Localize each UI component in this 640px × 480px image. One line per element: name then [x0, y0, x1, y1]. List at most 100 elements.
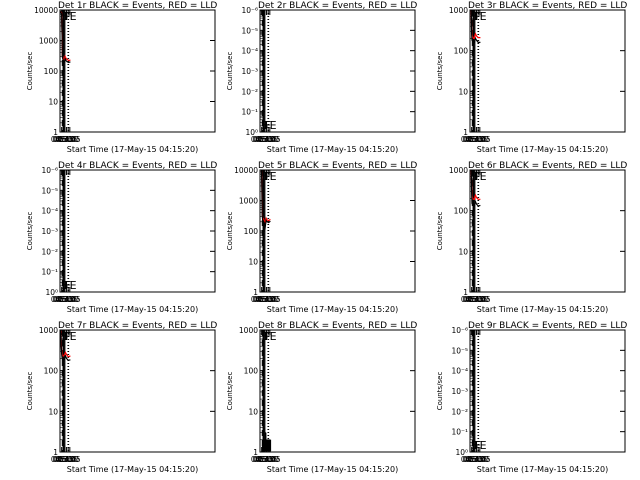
y-tick-label: 1000: [449, 166, 468, 175]
series-line-black: [59, 11, 71, 64]
y-tick-label: 1000: [449, 6, 468, 15]
y-tick-label: 1: [463, 128, 468, 137]
x-tick-label: 04:30: [251, 295, 273, 304]
x-tick-label: 05:15: [256, 295, 278, 304]
event-marker-label: F: [474, 170, 480, 183]
y-tick-label: 10: [248, 258, 258, 267]
x-tick-label: 05:15: [56, 455, 78, 464]
event-marker-label: F: [264, 330, 270, 343]
x-tick-label: 05:30: [57, 135, 79, 144]
x-tick-label: 05:15: [466, 135, 488, 144]
x-tick-label: 05:30: [467, 295, 489, 304]
event-marker-label: F: [65, 279, 71, 292]
event-marker-label: E: [480, 170, 487, 183]
y-axis-label: Counts/sec: [26, 212, 34, 251]
x-tick-label: 05:45: [59, 135, 81, 144]
plot-frame: [469, 9, 626, 133]
y-tick-label: 1000: [239, 326, 258, 335]
x-tick-label: 04:45: [462, 135, 484, 144]
event-marker-label: F: [474, 439, 480, 452]
y-axis-label: Counts/sec: [436, 52, 444, 91]
chart-panel-4: Det 4r BLACK = Events, RED = LLD 10⁰ 10⁻¹ 1…: [26, 161, 217, 314]
chart-title: Det 6r BLACK = Events, RED = LLD: [468, 161, 627, 171]
x-tick-label: 04:45: [252, 135, 274, 144]
y-tick-label: 1000: [239, 197, 258, 206]
y-tick-label: 10⁻¹: [241, 108, 258, 117]
y-tick-label: 10⁻³: [41, 227, 58, 236]
x-axis-label: Start Time (17-May-15 04:15:20): [477, 145, 608, 154]
x-tick-label: 05:00: [254, 455, 276, 464]
y-tick-label: 10⁻⁵: [451, 346, 468, 355]
y-tick-label: 1: [253, 288, 258, 297]
y-tick-label: 100: [44, 367, 59, 376]
x-axis-label: Start Time (17-May-15 04:15:20): [267, 145, 398, 154]
plot-frame: [469, 169, 626, 293]
chart-title: Det 8r BLACK = Events, RED = LLD: [258, 321, 417, 331]
x-tick-label: 05:15: [256, 455, 278, 464]
y-tick-label: 100: [244, 227, 259, 236]
chart-panel-2: Det 2r BLACK = Events, RED = LLD 10⁰ 10⁻¹ 1…: [226, 1, 417, 154]
x-tick-label: 05:00: [464, 455, 486, 464]
plot-frame: [59, 169, 216, 293]
x-tick-label: 05:15: [466, 295, 488, 304]
series-line-black: [260, 169, 271, 230]
x-tick-label: 04:45: [462, 455, 484, 464]
x-tick-label: 05:30: [467, 455, 489, 464]
y-tick-label: 10⁻⁴: [241, 47, 258, 56]
x-axis-label: Start Time (17-May-15 04:15:20): [67, 145, 198, 154]
event-marker-label: F: [264, 170, 270, 183]
event-marker-label: E: [270, 170, 277, 183]
x-tick-label: 05:45: [259, 455, 281, 464]
chart-panel-3: Det 3r BLACK = Events, RED = LLD 1 10 100 10…: [436, 1, 627, 154]
y-tick-label: 10⁻⁴: [451, 367, 468, 376]
event-marker-label: F: [264, 119, 270, 132]
chart-panel-5: Det 5r BLACK = Events, RED = LLD 1 10 100 10…: [226, 161, 417, 314]
series-line-black: [470, 169, 481, 207]
x-axis-label: Start Time (17-May-15 04:15:20): [477, 465, 608, 474]
y-tick-label: 10⁰: [455, 448, 468, 457]
x-tick-label: 05:30: [57, 295, 79, 304]
chart-title: Det 4r BLACK = Events, RED = LLD: [58, 161, 217, 171]
x-tick-label: 05:15: [56, 135, 78, 144]
y-tick-label: 10⁻¹: [451, 428, 468, 437]
y-tick-label: 1: [253, 448, 258, 457]
y-tick-label: 10: [48, 98, 58, 107]
y-tick-label: 10: [458, 247, 468, 256]
y-tick-label: 100: [454, 47, 469, 56]
x-tick-label: 05:00: [464, 135, 486, 144]
x-tick-label: 05:00: [54, 135, 76, 144]
y-tick-label: 100: [454, 207, 469, 216]
y-tick-label: 10⁻⁵: [241, 26, 258, 35]
event-marker-label: E: [70, 330, 77, 343]
y-axis-label: Counts/sec: [26, 52, 34, 91]
y-axis-label: Counts/sec: [436, 212, 444, 251]
x-tick-label: 04:45: [252, 455, 274, 464]
plot-frame: [59, 9, 216, 133]
x-tick-label: 04:30: [461, 295, 483, 304]
chart-title: Det 3r BLACK = Events, RED = LLD: [468, 1, 627, 11]
x-tick-label: 05:45: [469, 455, 491, 464]
event-marker-label: E: [480, 10, 487, 23]
chart-panel-6: Det 6r BLACK = Events, RED = LLD 1 10 100 10…: [436, 161, 627, 314]
chart-title: Det 2r BLACK = Events, RED = LLD: [258, 1, 417, 11]
y-tick-label: 1000: [39, 37, 58, 46]
event-marker-label: E: [70, 279, 77, 292]
x-tick-label: 05:00: [464, 295, 486, 304]
event-marker-label: E: [480, 439, 487, 452]
x-tick-label: 05:30: [257, 135, 279, 144]
x-tick-label: 04:45: [252, 295, 274, 304]
y-tick-label: 10000: [34, 6, 58, 15]
y-axis-label: Counts/sec: [226, 212, 234, 251]
y-axis-label: Counts/sec: [26, 372, 34, 411]
y-tick-label: 1: [53, 128, 58, 137]
x-tick-label: 04:30: [461, 135, 483, 144]
x-tick-label: 05:45: [59, 455, 81, 464]
plot-frame: [469, 329, 626, 453]
y-tick-label: 10000: [234, 166, 258, 175]
y-tick-label: 10⁰: [45, 288, 58, 297]
y-tick-label: 10⁻¹: [41, 268, 58, 277]
x-tick-label: 05:45: [469, 135, 491, 144]
y-tick-label: 10⁻²: [451, 407, 468, 416]
y-tick-label: 100: [44, 67, 59, 76]
event-marker-label: F: [64, 279, 70, 292]
